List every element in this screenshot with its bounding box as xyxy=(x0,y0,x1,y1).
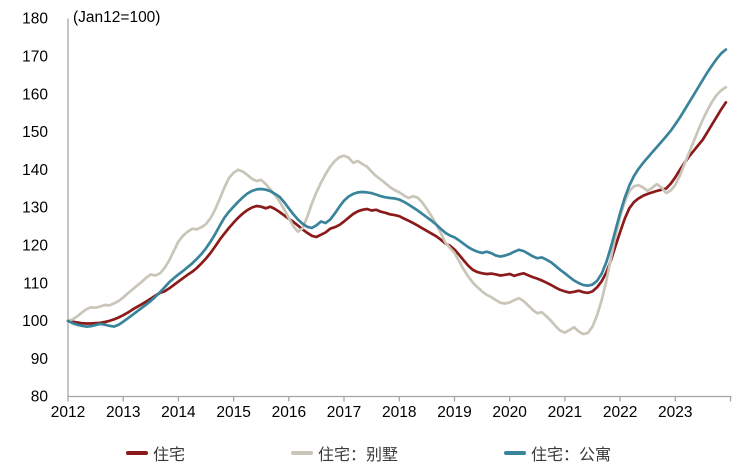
legend-label-villa: 住宅：别墅 xyxy=(317,447,398,464)
x-axis-label: 2018 xyxy=(382,404,416,421)
y-axis-label: 90 xyxy=(31,351,49,368)
y-axis-label: 180 xyxy=(22,11,48,28)
x-axis-label: 2022 xyxy=(603,404,637,421)
x-axis-label: 2019 xyxy=(437,404,471,421)
legend-item-apartment: 住宅：公寓 xyxy=(504,441,611,465)
y-axis-label: 170 xyxy=(22,49,48,66)
y-axis-label: 120 xyxy=(22,238,48,255)
y-axis-label: 150 xyxy=(22,124,48,141)
x-axis-label: 2016 xyxy=(272,404,306,421)
legend-swatch-residential xyxy=(125,451,148,455)
legend-item-villa: 住宅：别墅 xyxy=(290,441,398,465)
legend-label-apartment: 住宅：公寓 xyxy=(531,447,612,464)
x-axis-label: 2021 xyxy=(548,404,582,421)
y-axis-label: 140 xyxy=(22,162,48,179)
x-axis-label: 2012 xyxy=(51,404,85,421)
series-line-2 xyxy=(66,48,728,328)
y-axis-label: 160 xyxy=(22,86,48,103)
series-line-0 xyxy=(66,101,728,325)
x-axis-label: 2014 xyxy=(161,404,196,421)
x-axis-label: 2023 xyxy=(658,404,692,421)
legend-item-residential: 住宅 xyxy=(125,441,185,465)
y-axis-label: 80 xyxy=(31,389,49,406)
y-axis-label: 110 xyxy=(23,275,48,292)
legend-swatch-apartment xyxy=(504,451,526,455)
line-chart-plot: 2012 2013 2014 2015 2016 2017 2018 2019 2020 2021… xyxy=(22,11,732,421)
series-line-1 xyxy=(66,85,728,336)
chart-legend: 住宅 住宅：别墅 住宅：公寓 xyxy=(0,441,737,465)
y-axis-label: 130 xyxy=(22,200,48,217)
x-axis-label: 2013 xyxy=(106,404,140,421)
x-axis-label: 2017 xyxy=(327,404,361,421)
y-axis-label: 100 xyxy=(22,313,48,330)
x-axis-label: 2020 xyxy=(492,404,527,421)
chart-title: (Jan12=100) xyxy=(73,9,161,26)
legend-swatch-villa xyxy=(290,451,313,455)
x-axis-label: 2015 xyxy=(216,404,250,421)
legend-label-residential: 住宅 xyxy=(152,447,185,464)
